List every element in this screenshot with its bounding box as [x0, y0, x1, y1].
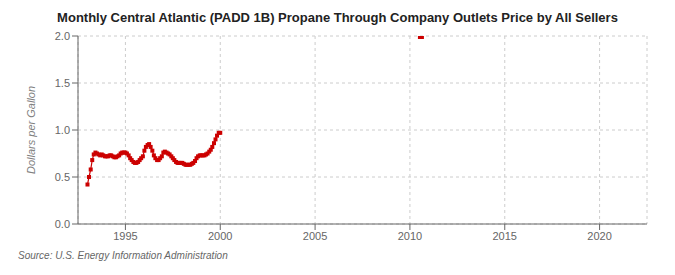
html-text:Source: U.S. Energy Informatio: Source: U.S. Energy Information Administ…	[18, 250, 228, 261]
svg-text:2015: 2015	[493, 230, 517, 242]
html-text:Monthly Central Atlantic (PADD: Monthly Central Atlantic (PADD 1B) Propa…	[57, 10, 618, 25]
svg-text:Dollars per Gallon: Dollars per Gallon	[25, 86, 37, 174]
svg-text:1995: 1995	[113, 230, 137, 242]
svg-text:2005: 2005	[303, 230, 327, 242]
svg-text:2020: 2020	[587, 230, 611, 242]
svg-text:1.5: 1.5	[55, 77, 70, 89]
svg-text:0.0: 0.0	[55, 218, 70, 230]
svg-text:2010: 2010	[398, 230, 422, 242]
svg-text:1.0: 1.0	[55, 124, 70, 136]
svg-text:2000: 2000	[208, 230, 232, 242]
svg-text:0.5: 0.5	[55, 171, 70, 183]
svg-text:2.0: 2.0	[55, 30, 70, 42]
